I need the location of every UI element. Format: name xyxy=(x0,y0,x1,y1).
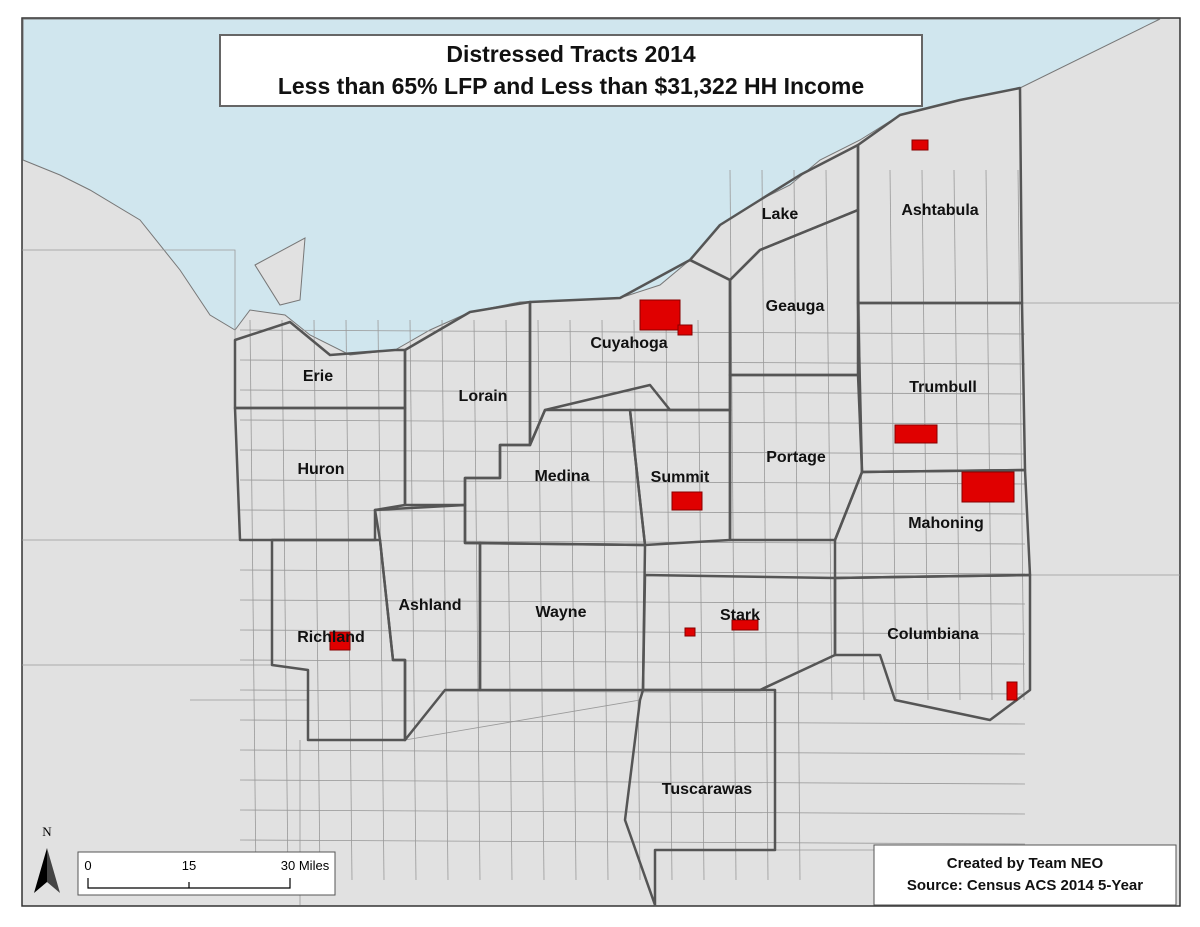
county-label: Wayne xyxy=(536,604,587,621)
county-boundaries xyxy=(233,86,1032,907)
scale-label: 15 xyxy=(182,858,196,873)
county-label: Ashtabula xyxy=(901,202,978,219)
tract-line xyxy=(239,569,1026,575)
tract-line xyxy=(239,509,1026,515)
distressed-tract xyxy=(894,424,938,444)
county-outline xyxy=(833,573,1032,722)
county-label: Lake xyxy=(762,206,799,223)
tract-line xyxy=(239,599,1026,605)
distressed-tract xyxy=(731,619,759,631)
distressed-tract xyxy=(911,139,929,151)
county-label: Ashland xyxy=(398,597,461,614)
north-arrow-right xyxy=(47,848,60,893)
tract-line xyxy=(953,169,961,701)
county-label: Erie xyxy=(303,368,333,385)
context-line xyxy=(22,249,236,340)
tract-line xyxy=(345,319,353,881)
county-label: Medina xyxy=(534,468,589,485)
county-label: Summit xyxy=(651,469,710,486)
scale-label: 30 Miles xyxy=(281,858,330,873)
tract-line xyxy=(985,169,993,701)
tract-line xyxy=(239,629,1026,635)
distressed-tract xyxy=(961,471,1015,503)
scale-bar xyxy=(87,878,291,889)
county-labels: Lake Ashtabula Geauga Cuyahoga Erie Lorain Tru… xyxy=(297,202,984,798)
tract-line xyxy=(569,319,577,881)
county-label: Trumbull xyxy=(909,379,977,396)
tract-line xyxy=(1017,169,1025,701)
tract-line xyxy=(697,319,705,881)
peninsula xyxy=(254,237,306,306)
county-label: Portage xyxy=(766,449,826,466)
tract-line xyxy=(239,809,1026,815)
tract-line xyxy=(239,389,1026,395)
tract-line xyxy=(441,319,449,881)
tract-line xyxy=(239,359,1026,365)
tract-line xyxy=(537,319,545,881)
county-label: Stark xyxy=(720,607,760,624)
tract-line xyxy=(239,659,1026,665)
subtitle: Less than 65% LFP and Less than $31,322 … xyxy=(278,73,864,99)
county-label: Cuyahoga xyxy=(590,335,667,352)
tract-line xyxy=(793,169,801,881)
distressed-tract xyxy=(639,299,681,331)
credits: Created by Team NEO xyxy=(947,855,1104,872)
county-label: Lorain xyxy=(459,388,508,405)
county-outline xyxy=(623,688,777,907)
tract-line xyxy=(601,319,609,881)
county-outline xyxy=(641,573,837,692)
tract-line xyxy=(505,319,513,881)
distressed-tract xyxy=(671,491,703,511)
distressed-tracts xyxy=(329,139,1018,701)
tract-line xyxy=(473,319,481,881)
county-label: Huron xyxy=(297,461,344,478)
tract-line xyxy=(239,479,1026,485)
tract-line xyxy=(239,449,1026,455)
context-line xyxy=(404,699,641,741)
distressed-tract xyxy=(329,631,351,651)
county-label: Tuscarawas xyxy=(662,781,753,798)
tract-line xyxy=(761,169,769,881)
distressed-tract xyxy=(1006,681,1018,701)
county-label: Mahoning xyxy=(908,515,984,532)
north-label: N xyxy=(42,824,52,839)
tract-line xyxy=(409,319,417,881)
tract-line xyxy=(239,719,1026,725)
scale-label: 0 xyxy=(84,858,91,873)
county-label: Geauga xyxy=(766,298,825,315)
north-arrow-left xyxy=(34,848,47,893)
county-label: Columbiana xyxy=(887,626,979,643)
tract-line xyxy=(665,319,673,881)
tract-line xyxy=(377,319,385,881)
tract-line xyxy=(825,169,833,701)
credits-box xyxy=(873,844,1177,906)
county-outline xyxy=(270,538,407,742)
county-label: Richland xyxy=(297,629,365,646)
tract-line xyxy=(239,689,1026,695)
credits: Source: Census ACS 2014 5-Year xyxy=(907,877,1143,894)
distressed-tract xyxy=(684,627,696,637)
title: Distressed Tracts 2014 xyxy=(446,41,696,67)
title-box xyxy=(219,34,923,107)
distressed-tract xyxy=(677,324,693,336)
tract-line xyxy=(239,779,1026,785)
tract-line xyxy=(889,169,897,701)
tract-line xyxy=(633,319,641,881)
tract-line xyxy=(239,329,1026,335)
